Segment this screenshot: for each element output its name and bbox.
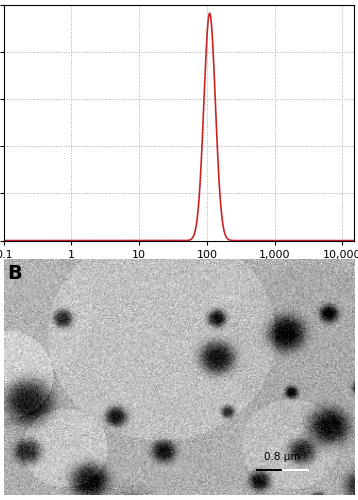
Text: 0.8 μm: 0.8 μm (264, 452, 301, 462)
X-axis label: Size (d.nm): Size (d.nm) (139, 265, 219, 278)
Text: B: B (7, 264, 22, 283)
Bar (256, 468, 309, 471)
Bar (282, 468, 309, 471)
